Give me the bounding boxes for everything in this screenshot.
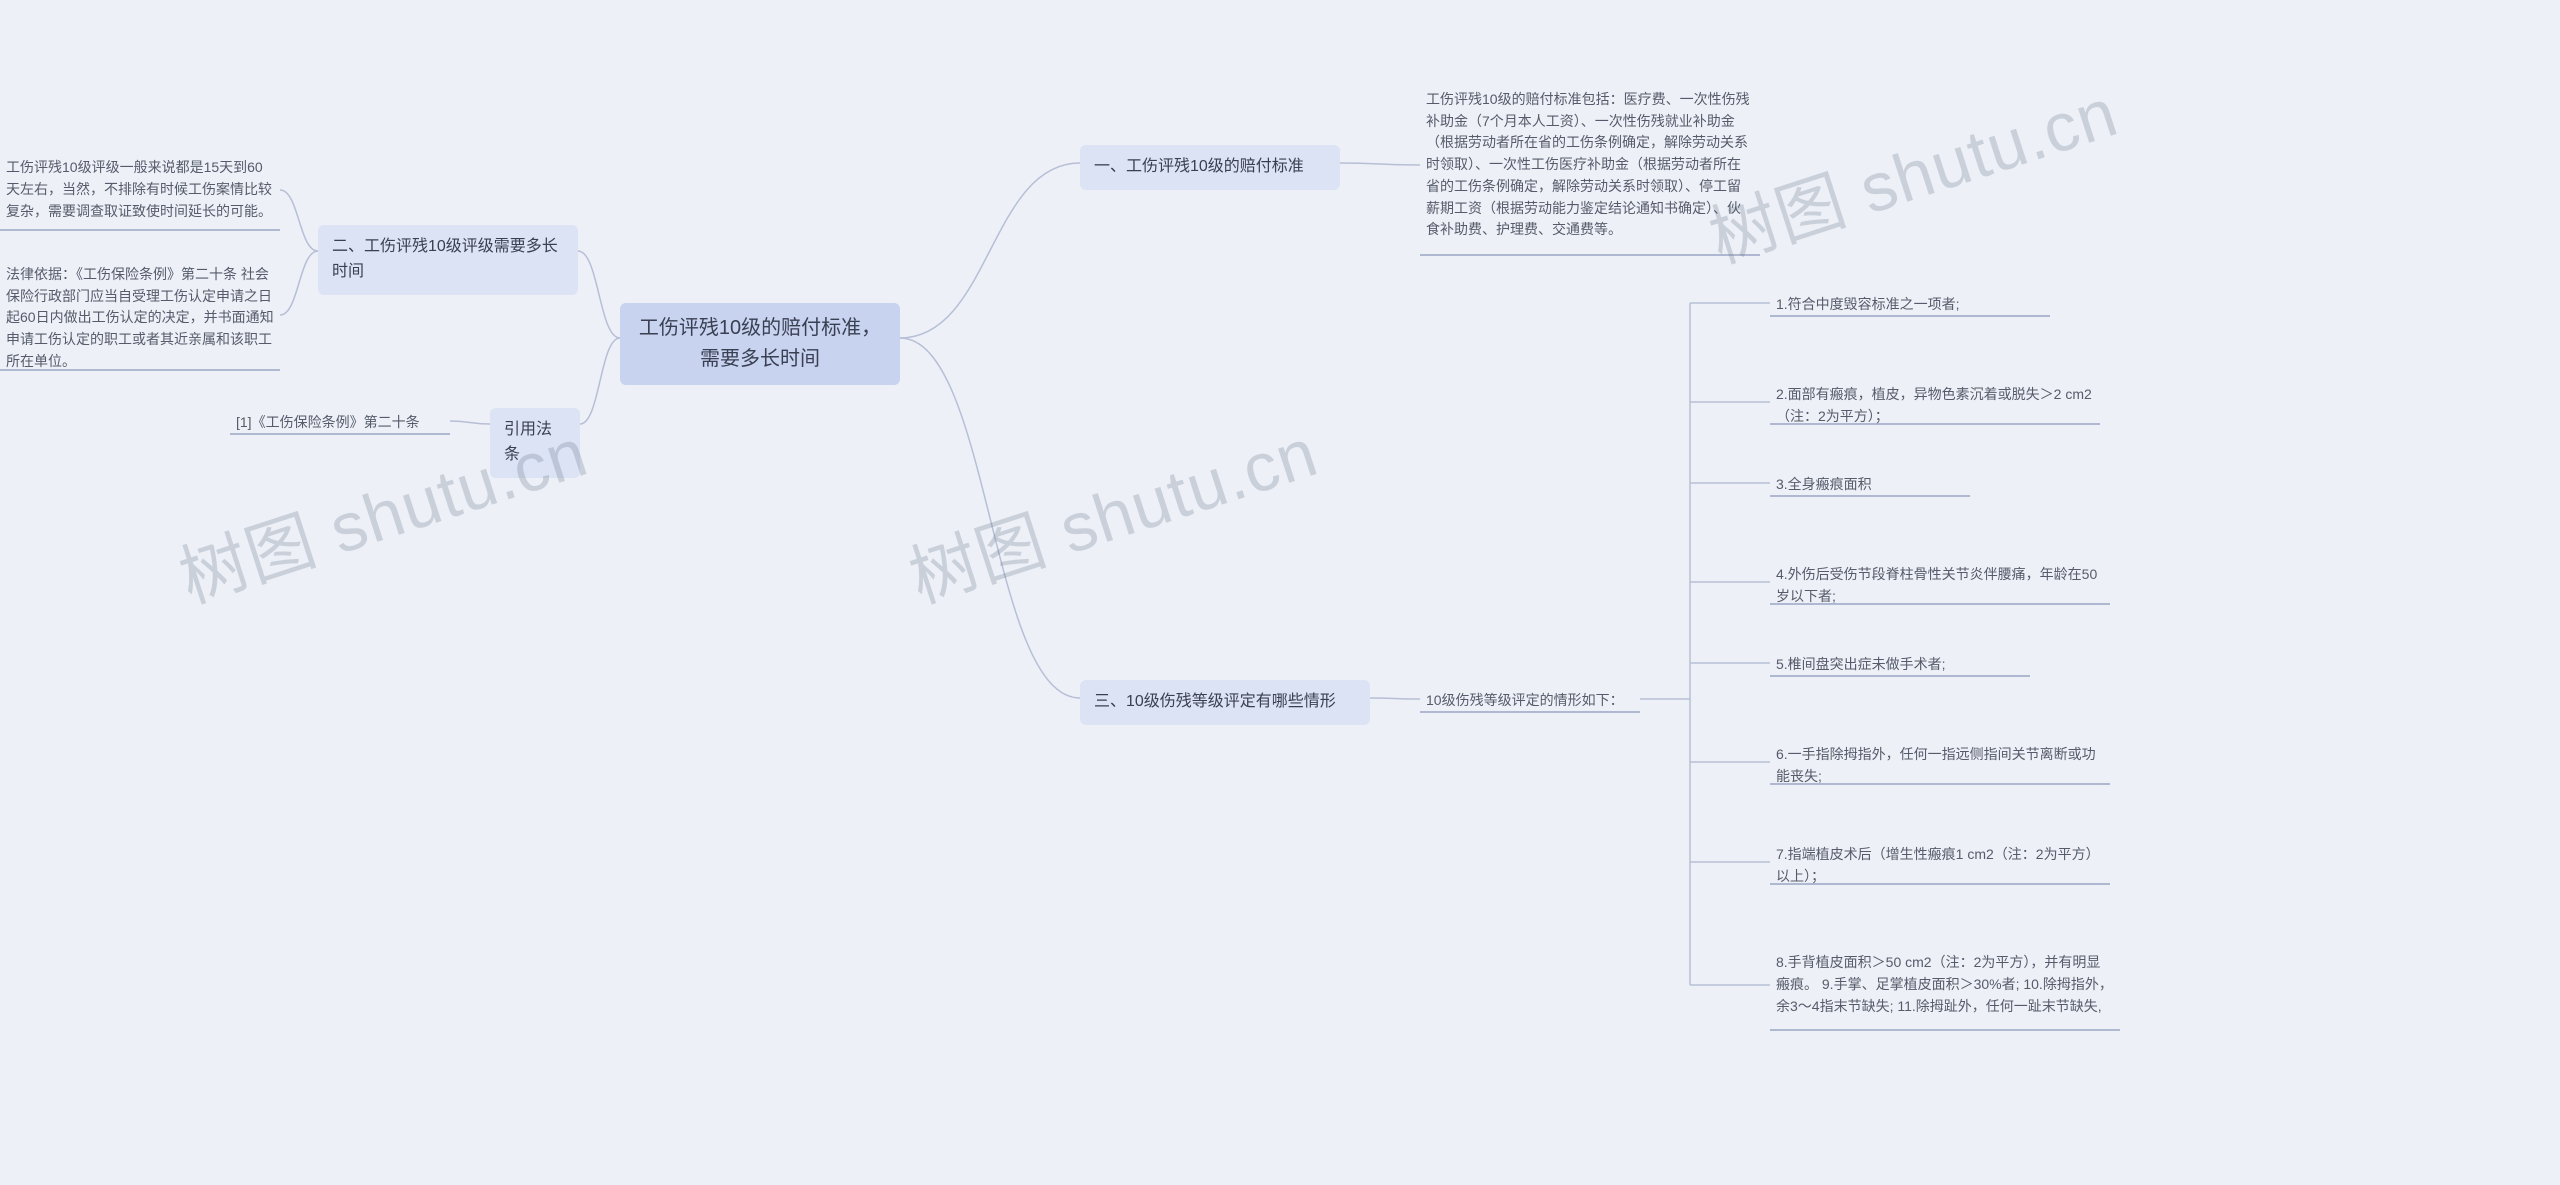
node-b2l2: 法律依据：《工伤保险条例》第二十条 社会保险行政部门应当自受理工伤认定申请之日起… [0, 260, 280, 376]
node-s3: 3.全身瘢痕面积 [1770, 470, 1970, 500]
node-s6: 6.一手指除拇指外，任何一指远侧指间关节离断或功能丧失; [1770, 740, 2110, 791]
node-b1l1: 工伤评残10级的赔付标准包括：医疗费、一次性伤残补助金（7个月本人工资）、一次性… [1420, 75, 1760, 255]
node-s4: 4.外伤后受伤节段脊柱骨性关节炎伴腰痛，年龄在50岁以下者; [1770, 560, 2110, 611]
node-b3l1: [1]《工伤保险条例》第二十条 [230, 408, 450, 438]
node-s2: 2.面部有瘢痕，植皮，异物色素沉着或脱失＞2 cm2（注：2为平方）； [1770, 380, 2100, 431]
node-b4[interactable]: 三、10级伤残等级评定有哪些情形 [1080, 680, 1370, 725]
node-root[interactable]: 工伤评残10级的赔付标准，需要多长时间 [620, 303, 900, 385]
node-b2l1: 工伤评残10级评级一般来说都是15天到60天左右，当然，不排除有时候工伤案情比较… [0, 150, 280, 230]
node-s7: 7.指端植皮术后（增生性瘢痕1 cm2（注：2为平方）以上）； [1770, 840, 2110, 891]
node-b1[interactable]: 一、工伤评残10级的赔付标准 [1080, 145, 1340, 190]
node-b3[interactable]: 引用法条 [490, 408, 580, 478]
node-b4l0: 10级伤残等级评定的情形如下： [1420, 686, 1640, 716]
node-s1: 1.符合中度毁容标准之一项者; [1770, 290, 2050, 320]
node-b2[interactable]: 二、工伤评残10级评级需要多长时间 [318, 225, 578, 295]
node-s8: 8.手背植皮面积＞50 cm2（注：2为平方），并有明显瘢痕。 9.手掌、足掌植… [1770, 940, 2120, 1030]
watermark-2: 树图 shutu.cn [895, 397, 1328, 622]
node-s5: 5.椎间盘突出症未做手术者; [1770, 650, 2030, 680]
